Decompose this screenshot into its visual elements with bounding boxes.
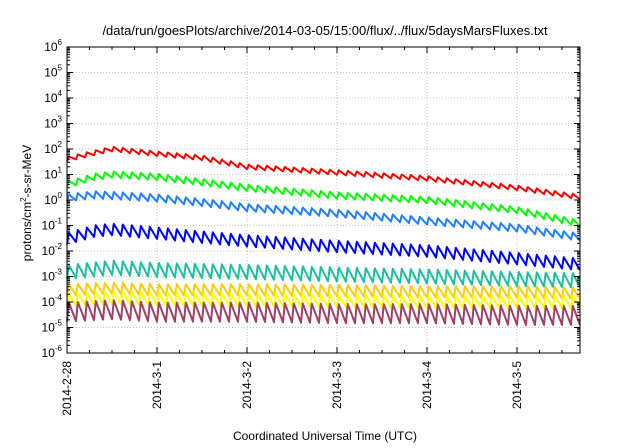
y-axis-label: protons/cm2-s-sr-MeV — [19, 145, 34, 261]
x-tick-label: 2014-3-3 — [330, 361, 344, 409]
series-line-5 — [66, 259, 581, 289]
plot-frame — [66, 46, 581, 354]
y-tick-label: 106 — [44, 38, 62, 54]
series-line-2 — [66, 170, 581, 228]
y-tick-label: 10-5 — [42, 319, 63, 335]
x-tick-label: 2014-3-2 — [240, 361, 254, 409]
y-tick-label: 10-1 — [42, 217, 63, 233]
series-group — [66, 145, 581, 326]
y-tick-label: 101 — [44, 166, 62, 182]
series-line-8 — [66, 299, 581, 326]
y-label-part-2: -s-sr-MeV — [20, 145, 34, 198]
chart-title: /data/run/goesPlots/archive/2014-03-05/1… — [102, 23, 548, 38]
y-axis-ticks: 10-6 10-5 10-4 10-3 10-2 10-1 100 101 102 103 104 1… — [42, 38, 580, 360]
y-tick-label: 105 — [44, 64, 62, 80]
y-tick-label: 102 — [44, 140, 62, 156]
x-tick-label: 2014-3-4 — [420, 361, 434, 409]
y-tick-label: 10-3 — [42, 268, 63, 284]
y-label-superscript: 2 — [19, 197, 28, 202]
y-label-part-1: protons/cm — [20, 202, 34, 261]
series-line-1 — [66, 145, 581, 201]
x-axis-ticks: 2014-2-28 2014-3-1 2014-3-2 2014-3-3 2014-3-… — [60, 47, 563, 416]
y-tick-label: 103 — [44, 115, 62, 131]
x-tick-label: 2014-3-1 — [150, 361, 164, 409]
y-tick-label: 10-2 — [42, 242, 63, 258]
x-tick-label: 2014-2-28 — [60, 361, 74, 416]
y-tick-label: 100 — [44, 191, 62, 207]
y-tick-label: 10-4 — [42, 293, 63, 309]
series-line-7 — [66, 290, 581, 310]
series-line-4 — [66, 222, 581, 271]
series-line-3 — [66, 190, 581, 242]
series-line-6 — [66, 281, 581, 300]
y-tick-label: 10-6 — [42, 344, 63, 360]
x-axis-label: Coordinated Universal Time (UTC) — [233, 429, 417, 443]
x-tick-label: 2014-3-5 — [510, 361, 524, 409]
grid-lines — [67, 47, 580, 353]
y-tick-label: 104 — [44, 89, 62, 105]
